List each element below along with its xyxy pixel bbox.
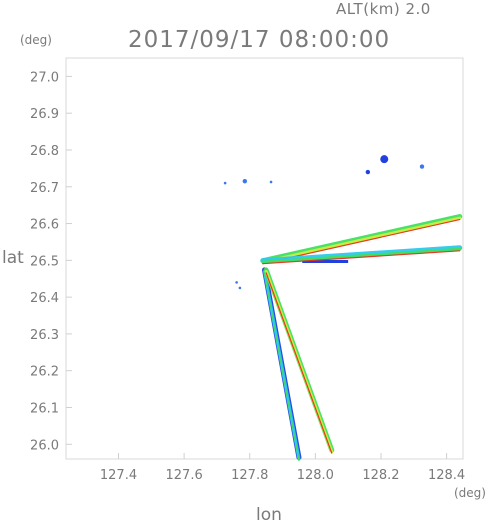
echo-blob [380, 155, 389, 164]
x-axis-unit: (deg) [454, 486, 486, 500]
timestamp-title: 2017/09/17 08:00:00 [128, 27, 391, 53]
x-tick-label: 128.4 [428, 468, 465, 483]
y-tick-label: 26.9 [30, 107, 59, 122]
echo-ray-south-west [263, 272, 300, 462]
y-axis-label: lat [2, 248, 24, 268]
echo-blob [365, 169, 371, 175]
plot-frame [65, 57, 464, 460]
echo-ray-ene-lower [262, 250, 461, 265]
echo-blob [238, 286, 242, 290]
x-tick-label: 127.6 [166, 468, 203, 483]
echo-blob [223, 181, 227, 185]
axis-ticks: 127.4 127.6 127.8 128.0 128.2 128.4 26.0 26.1 26… [30, 70, 465, 483]
x-axis-label: lon [256, 505, 282, 525]
y-tick-label: 26.8 [30, 144, 59, 159]
y-tick-label: 26.7 [30, 181, 59, 196]
y-tick-label: 26.6 [30, 218, 59, 233]
y-axis-unit: (deg) [20, 33, 52, 47]
x-tick-label: 127.4 [100, 468, 137, 483]
y-tick-label: 27.0 [30, 70, 59, 85]
y-tick-label: 26.1 [30, 401, 59, 416]
echo-blob [235, 281, 238, 284]
x-tick-label: 128.0 [297, 468, 334, 483]
x-tick-label: 128.2 [362, 468, 399, 483]
echo-ray-ene-upper [261, 216, 462, 264]
y-tick-label: 26.0 [30, 438, 59, 453]
echo-blob [269, 180, 273, 184]
echo-layer [223, 155, 463, 462]
y-tick-label: 26.5 [30, 254, 59, 269]
echo-ray-south-east [265, 272, 333, 454]
x-tick-label: 127.8 [231, 468, 268, 483]
echo-blob [242, 179, 248, 184]
y-tick-label: 26.4 [30, 291, 59, 306]
altitude-label: ALT(km) 2.0 [336, 0, 431, 18]
y-tick-label: 26.2 [30, 365, 59, 380]
echo-ray-ene-lower [261, 247, 462, 264]
echo-blob [419, 164, 425, 169]
y-tick-label: 26.3 [30, 328, 59, 343]
